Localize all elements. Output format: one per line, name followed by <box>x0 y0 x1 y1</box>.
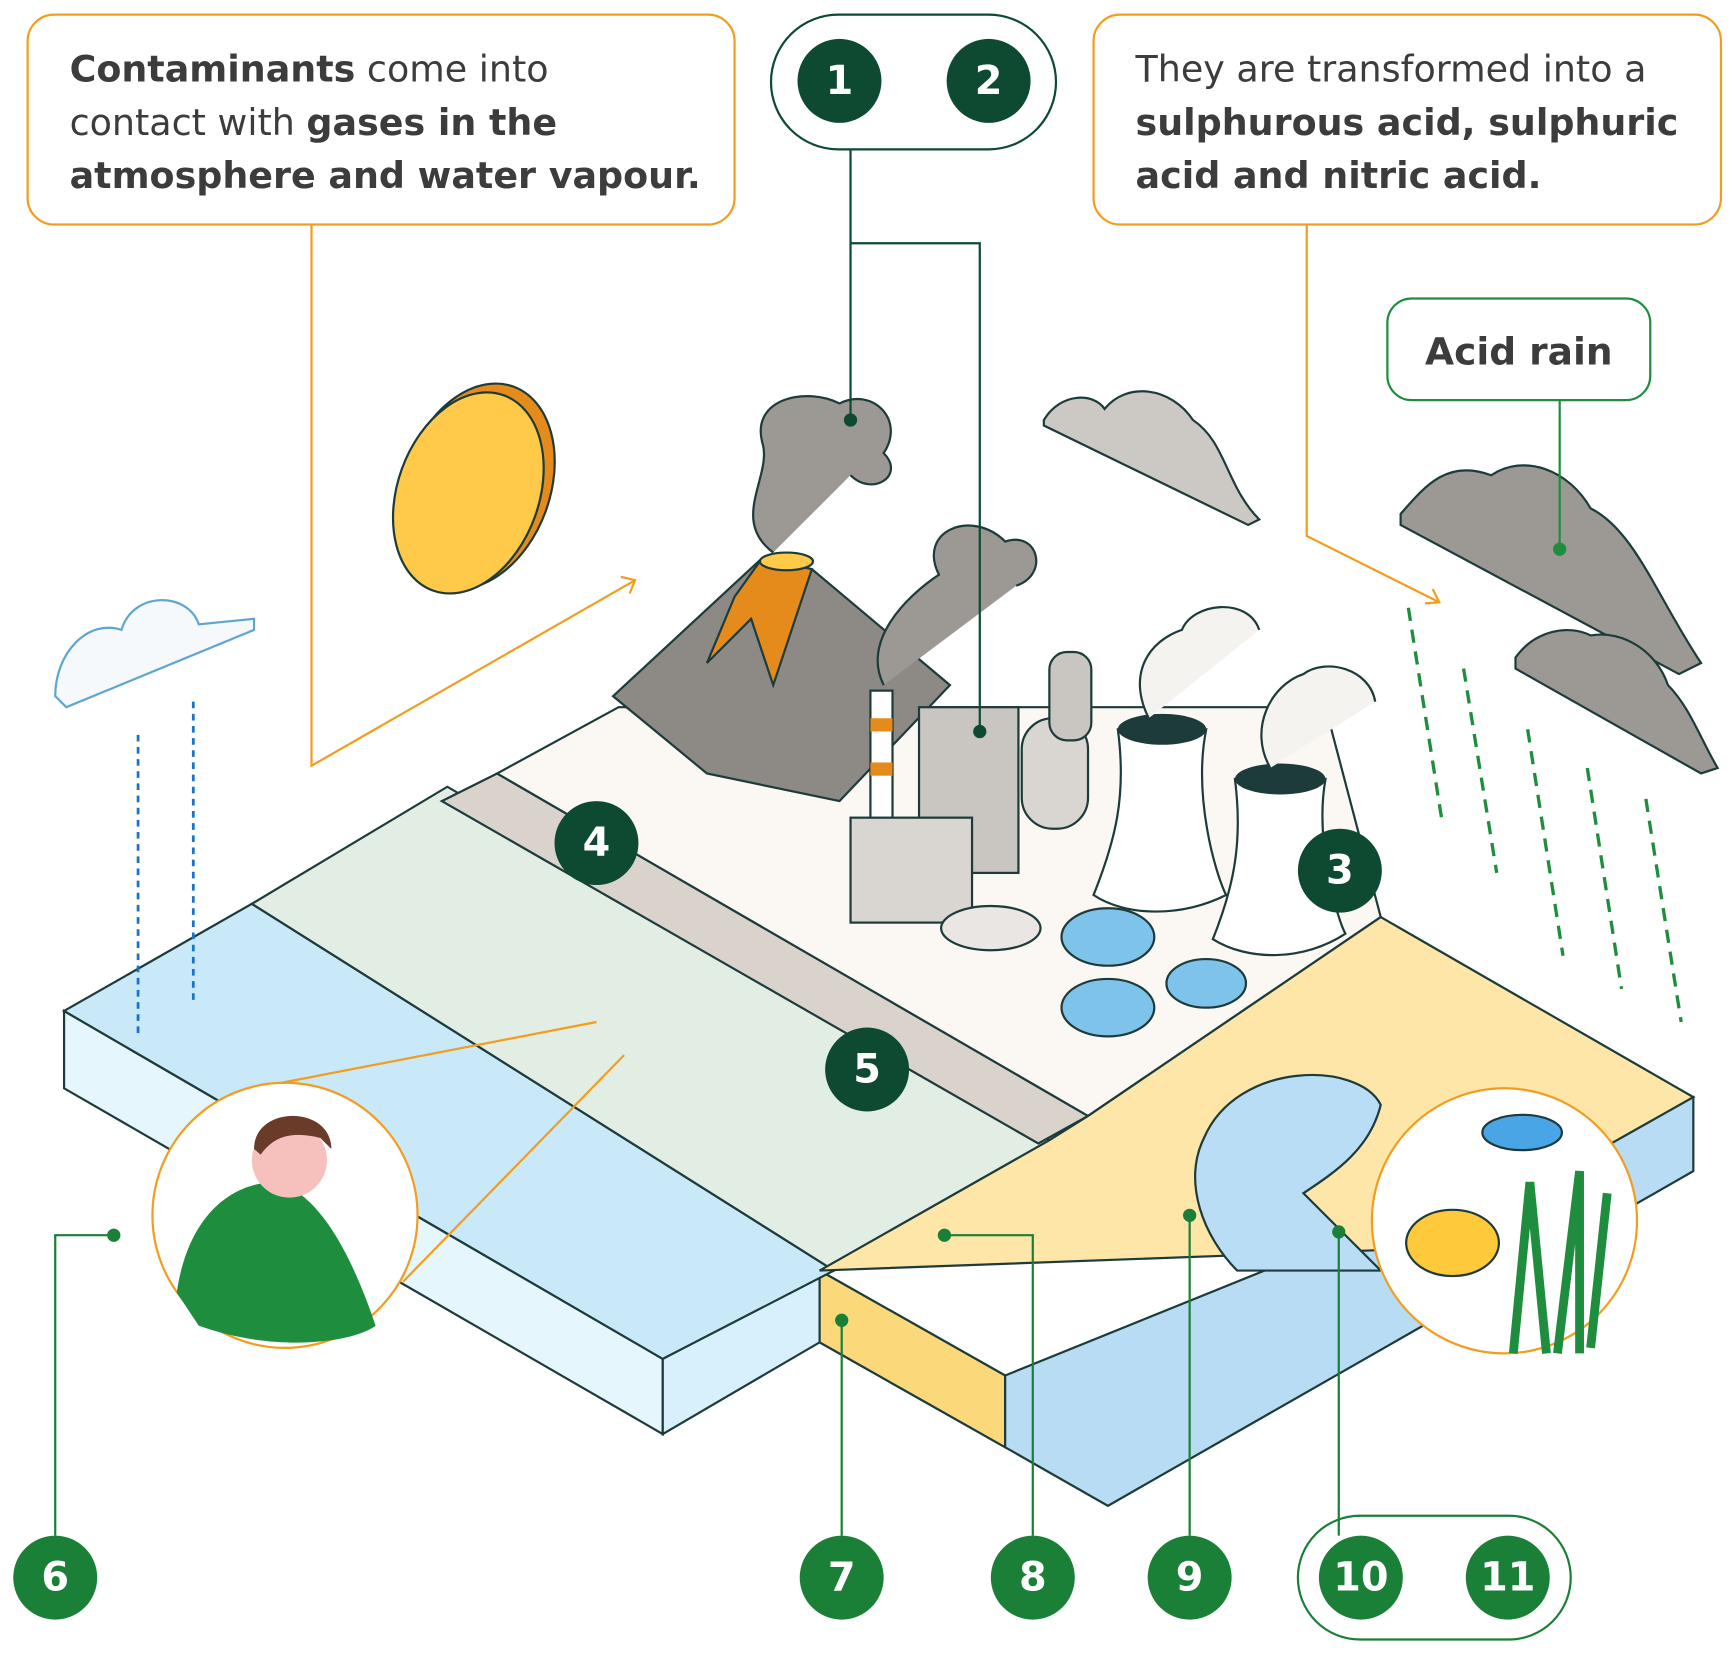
rain-part <box>1528 729 1563 955</box>
bold-text: sulphurous acid, sulphuric <box>1136 100 1679 143</box>
cooling-towers-part <box>1118 714 1206 745</box>
marker-number: 4 <box>583 820 611 866</box>
cooling-towers-part <box>1235 764 1326 795</box>
callout-frames-part <box>844 413 857 426</box>
marker-number: 6 <box>41 1555 69 1601</box>
marker-number: 1 <box>826 58 854 104</box>
clouds-part <box>55 600 254 707</box>
clouds-part <box>1044 391 1259 525</box>
callout-line: acid and nitric acid. <box>1136 153 1542 196</box>
marker-number: 11 <box>1480 1555 1535 1601</box>
factory-part <box>851 818 973 923</box>
bold-text: gases in the <box>306 100 557 143</box>
marker-number: 7 <box>828 1555 856 1601</box>
callout-frames-part <box>55 1235 114 1535</box>
bold-text: Contaminants <box>70 47 356 90</box>
callout-line: sulphurous acid, sulphuric <box>1136 100 1679 143</box>
callout-frames-part <box>938 1229 951 1242</box>
callout-frames-part <box>1307 224 1440 602</box>
callout-frames-part <box>835 1314 848 1327</box>
factory-part <box>1049 652 1091 740</box>
fish-magnifier-part <box>1406 1210 1499 1276</box>
factory-part <box>941 906 1040 950</box>
factory-part <box>878 526 1037 686</box>
callout-line: contact with gases in the <box>70 100 557 143</box>
marker-number: 9 <box>1176 1555 1204 1601</box>
bold-text: acid and nitric acid. <box>1136 153 1542 196</box>
cooling-towers-part <box>1062 908 1155 965</box>
fish-magnifier-part <box>1482 1115 1562 1150</box>
callout-frames-part <box>107 1229 120 1242</box>
callout-frames-part <box>1553 543 1566 556</box>
cooling-towers-part <box>1140 607 1259 718</box>
marker-number: 10 <box>1333 1555 1388 1601</box>
cooling-towers-part <box>1062 979 1155 1036</box>
sun <box>366 362 582 615</box>
ground-part <box>820 1271 1006 1448</box>
volcano-part <box>753 396 891 552</box>
callout-line: They are transformed into a <box>1135 47 1647 90</box>
callout-frames-part <box>1332 1225 1345 1238</box>
rain-part <box>1408 608 1441 818</box>
callout-frames-part <box>973 725 986 738</box>
callout-line: atmosphere and water vapour. <box>70 153 701 196</box>
marker-number: 8 <box>1019 1555 1047 1601</box>
acid-rain-label: Acid rain <box>1425 330 1613 374</box>
diagram: Acid rain Contaminants come into contact … <box>0 0 1732 1653</box>
rain-part <box>1646 799 1681 1022</box>
callout-frames-part <box>1183 1209 1196 1222</box>
rain-part <box>1587 768 1621 989</box>
factory-part <box>870 718 892 731</box>
text: contact with <box>70 100 307 143</box>
factory-part <box>870 762 892 775</box>
volcano-part <box>760 553 813 571</box>
marker-number: 5 <box>853 1047 881 1093</box>
cooling-towers-part <box>1166 959 1246 1008</box>
factory-part <box>870 691 892 824</box>
callout-line: Contaminants come into <box>70 47 549 90</box>
fish-magnifier <box>1372 1088 1637 1353</box>
bold-text: atmosphere and water vapour. <box>70 153 701 196</box>
marker-number: 2 <box>975 58 1003 104</box>
rain-part <box>1464 669 1497 873</box>
marker-number: 3 <box>1326 848 1354 894</box>
text: come into <box>355 47 548 90</box>
text: They are transformed into a <box>1135 47 1647 90</box>
page: {"callouts": [ {"lines": [ [{"text": "Co… <box>0 0 1732 1653</box>
